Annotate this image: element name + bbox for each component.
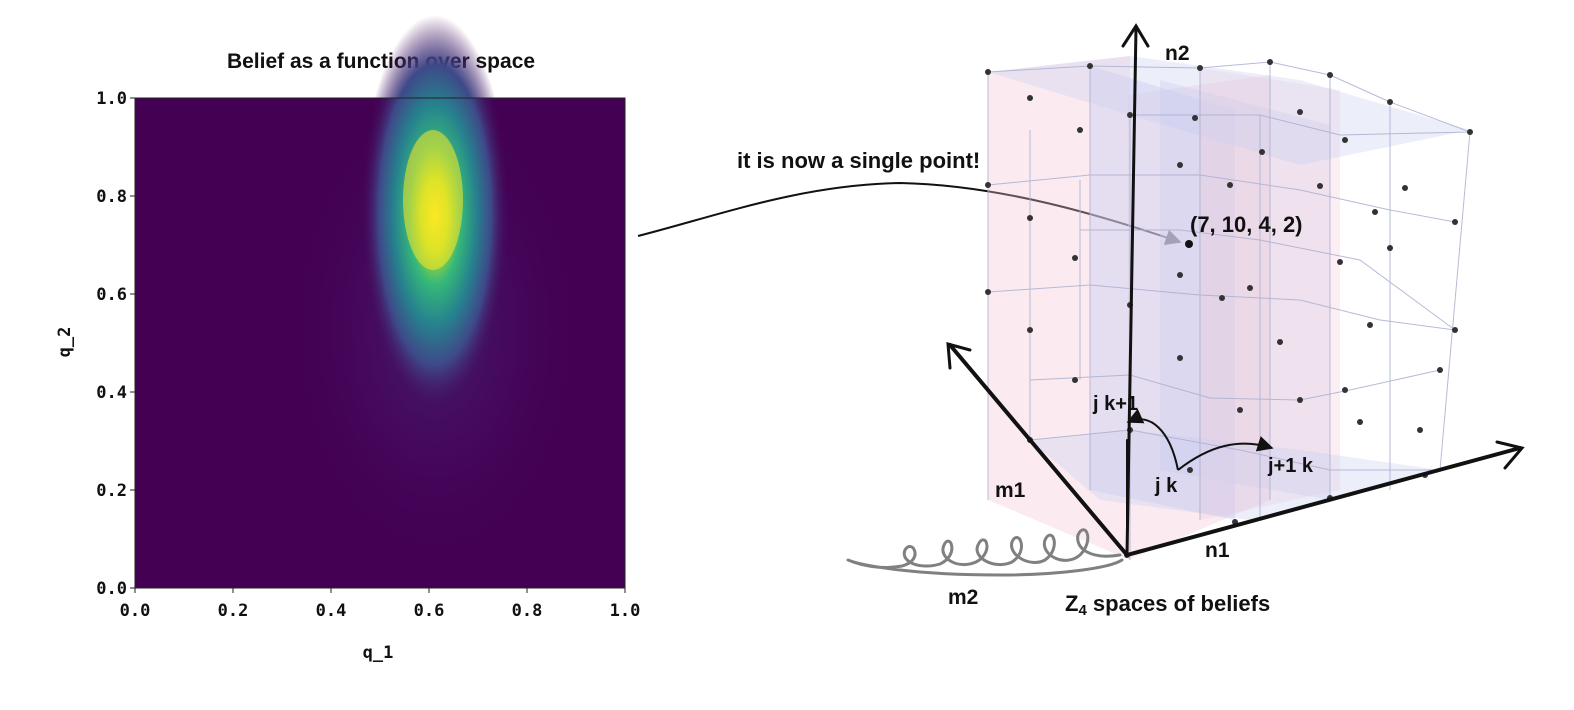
y-tick-label: 0.6 (96, 285, 127, 305)
lattice-node (1027, 95, 1033, 101)
lattice-node (985, 289, 991, 295)
lattice-node (1437, 367, 1443, 373)
heatmap-density (285, 15, 585, 570)
belief-point-label: (7, 10, 4, 2) (1190, 212, 1303, 237)
blue-plane-a (1090, 66, 1235, 520)
m2-label: m2 (948, 586, 978, 609)
lattice-node (1087, 63, 1093, 69)
lattice-node (1219, 295, 1225, 301)
lattice-node (1402, 185, 1408, 191)
lattice-node (1127, 112, 1133, 118)
caption-rest: spaces of beliefs (1087, 591, 1270, 616)
lattice-node (1452, 219, 1458, 225)
n1-arrowhead (1495, 440, 1525, 470)
lattice-node (1367, 322, 1373, 328)
lattice-node (985, 69, 991, 75)
n2-arrowhead (1121, 23, 1150, 48)
lattice-node (985, 182, 991, 188)
heatmap-title: Belief as a function over space (227, 50, 535, 73)
x-tick-label: 0.2 (218, 601, 249, 621)
m1-arrowhead (946, 341, 972, 370)
belief-space-cube: (7, 10, 4, 2) (985, 56, 1473, 560)
lattice-node (1317, 183, 1323, 189)
lattice-node (1237, 407, 1243, 413)
node-j1k-label: j+1 k (1267, 455, 1314, 477)
n1-label: n1 (1205, 539, 1230, 562)
node-jk1-label: j k+1 (1092, 393, 1138, 415)
lattice-node (1267, 59, 1273, 65)
x-tick-label: 0.0 (120, 601, 151, 621)
arrow-to-jk1 (1126, 408, 1179, 471)
n1-axis (1125, 446, 1522, 557)
blue-plane-top (988, 56, 1470, 165)
lattice-node (1337, 259, 1343, 265)
belief-point (1185, 240, 1193, 248)
x-axis-label: q_1 (363, 643, 394, 663)
lattice-node (1197, 65, 1203, 71)
m2-axis-scribble (846, 528, 1124, 577)
y-tick-label: 0.0 (96, 579, 127, 599)
lattice-node (1357, 419, 1363, 425)
lattice-node (1177, 355, 1183, 361)
lattice-node (1417, 427, 1423, 433)
lattice-node (1277, 339, 1283, 345)
y-tick-label: 0.8 (96, 187, 127, 207)
lattice-node (1192, 115, 1198, 121)
x-axis-ticks: 0.0 0.2 0.4 0.6 0.8 1.0 (120, 588, 641, 621)
y-tick-label: 1.0 (96, 89, 127, 109)
axes (946, 23, 1525, 557)
callout-text: it is now a single point! (737, 148, 980, 173)
n2-axis (1125, 26, 1138, 557)
y-tick-label: 0.2 (96, 481, 127, 501)
y-axis-label: q_2 (55, 327, 75, 358)
lattice-node (1297, 109, 1303, 115)
x-tick-label: 0.6 (414, 601, 445, 621)
x-tick-label: 0.4 (316, 601, 347, 621)
lattice-node (1342, 137, 1348, 143)
lattice-node (1072, 255, 1078, 261)
lattice-node (1327, 72, 1333, 78)
lattice-node (1177, 162, 1183, 168)
blue-plane-bottom (1030, 430, 1440, 520)
lattice-nodes (985, 59, 1473, 558)
lattice-node (1247, 285, 1253, 291)
m1-label: m1 (995, 479, 1026, 502)
x-tick-label: 0.8 (512, 601, 543, 621)
lattice-node (1297, 397, 1303, 403)
lattice-node (1387, 245, 1393, 251)
lattice-node (1072, 377, 1078, 383)
lattice-node (1467, 129, 1473, 135)
lattice-node (1259, 149, 1265, 155)
x-tick-label: 1.0 (610, 601, 641, 621)
lattice-node (1387, 99, 1393, 105)
caption-main: Z (1065, 591, 1078, 616)
lattice-node (1177, 272, 1183, 278)
blue-plane-b (1160, 80, 1330, 500)
lattice-node (1027, 327, 1033, 333)
heatmap-frame (134, 97, 626, 589)
caption-subscript: 4 (1078, 602, 1087, 619)
lattice-node (1372, 209, 1378, 215)
pink-plane-mid (1128, 75, 1270, 560)
diagram-caption: Z4 spaces of beliefs (1065, 591, 1270, 619)
lattice-node (1077, 127, 1083, 133)
arrow-to-j1k (1177, 436, 1274, 471)
node-jk-label: j k (1154, 475, 1178, 497)
lattice-node (1027, 215, 1033, 221)
lattice-node (1187, 467, 1193, 473)
y-tick-label: 0.4 (96, 383, 127, 403)
lattice-node (1452, 327, 1458, 333)
m1-axis (948, 343, 1129, 557)
lattice-node (1342, 387, 1348, 393)
lattice-node (1227, 182, 1233, 188)
connector-curve (637, 181, 1182, 245)
belief-heatmap: Belief as a function over space 0.0 0.2 0.… (55, 15, 640, 663)
y-axis-ticks: 0.0 0.2 0.4 0.6 0.8 1.0 (96, 89, 135, 599)
n2-label: n2 (1165, 42, 1190, 65)
